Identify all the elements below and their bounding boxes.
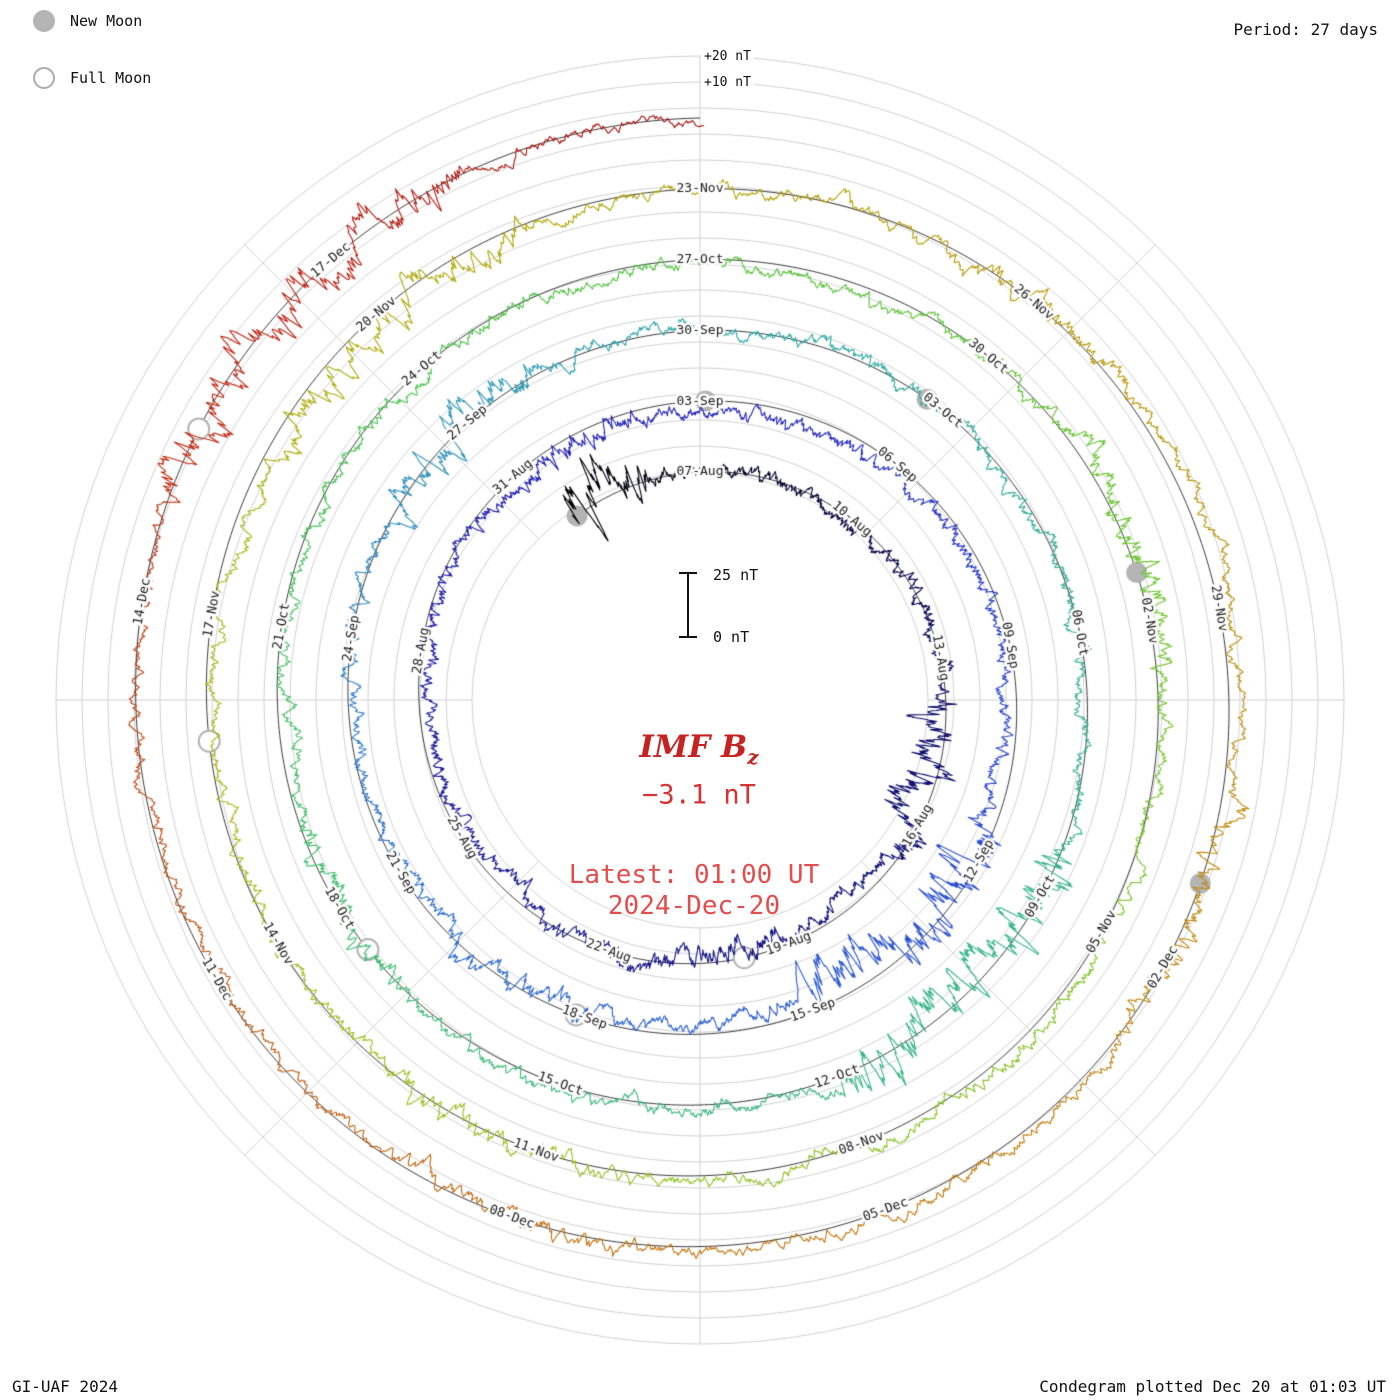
full-moon-icon [33, 67, 55, 89]
legend-full-moon-label: Full Moon [70, 69, 152, 87]
scale-bar-cap-bottom [679, 636, 697, 638]
legend-new-moon: New Moon [33, 10, 142, 32]
quantity-title-main: IMF B [639, 728, 748, 765]
scale-bar-top-label: 25 nT [713, 566, 759, 584]
latest-time-line: Latest: 01:00 UT [568, 860, 820, 890]
quantity-title-sub: z [747, 745, 759, 770]
scale-bar-line [687, 573, 689, 637]
plotted-timestamp-label: Condegram plotted Dec 20 at 01:03 UT [1039, 1377, 1386, 1396]
scale-bar-cap-top [679, 572, 697, 574]
latest-value: −3.1 nT [642, 779, 756, 811]
period-label: Period: 27 days [1233, 20, 1379, 39]
legend-full-moon: Full Moon [33, 67, 151, 89]
plus10-gridline-label: +10 nT [701, 75, 754, 91]
plus20-gridline-label: +20 nT [701, 49, 754, 65]
new-moon-icon [33, 10, 55, 32]
latest-date-line: 2024-Dec-20 [607, 891, 781, 921]
legend-new-moon-label: New Moon [70, 12, 143, 30]
credit-label: GI-UAF 2024 [12, 1377, 118, 1396]
scale-bar-bottom-label: 0 nT [713, 628, 750, 646]
quantity-title: IMF Bz [639, 729, 758, 769]
